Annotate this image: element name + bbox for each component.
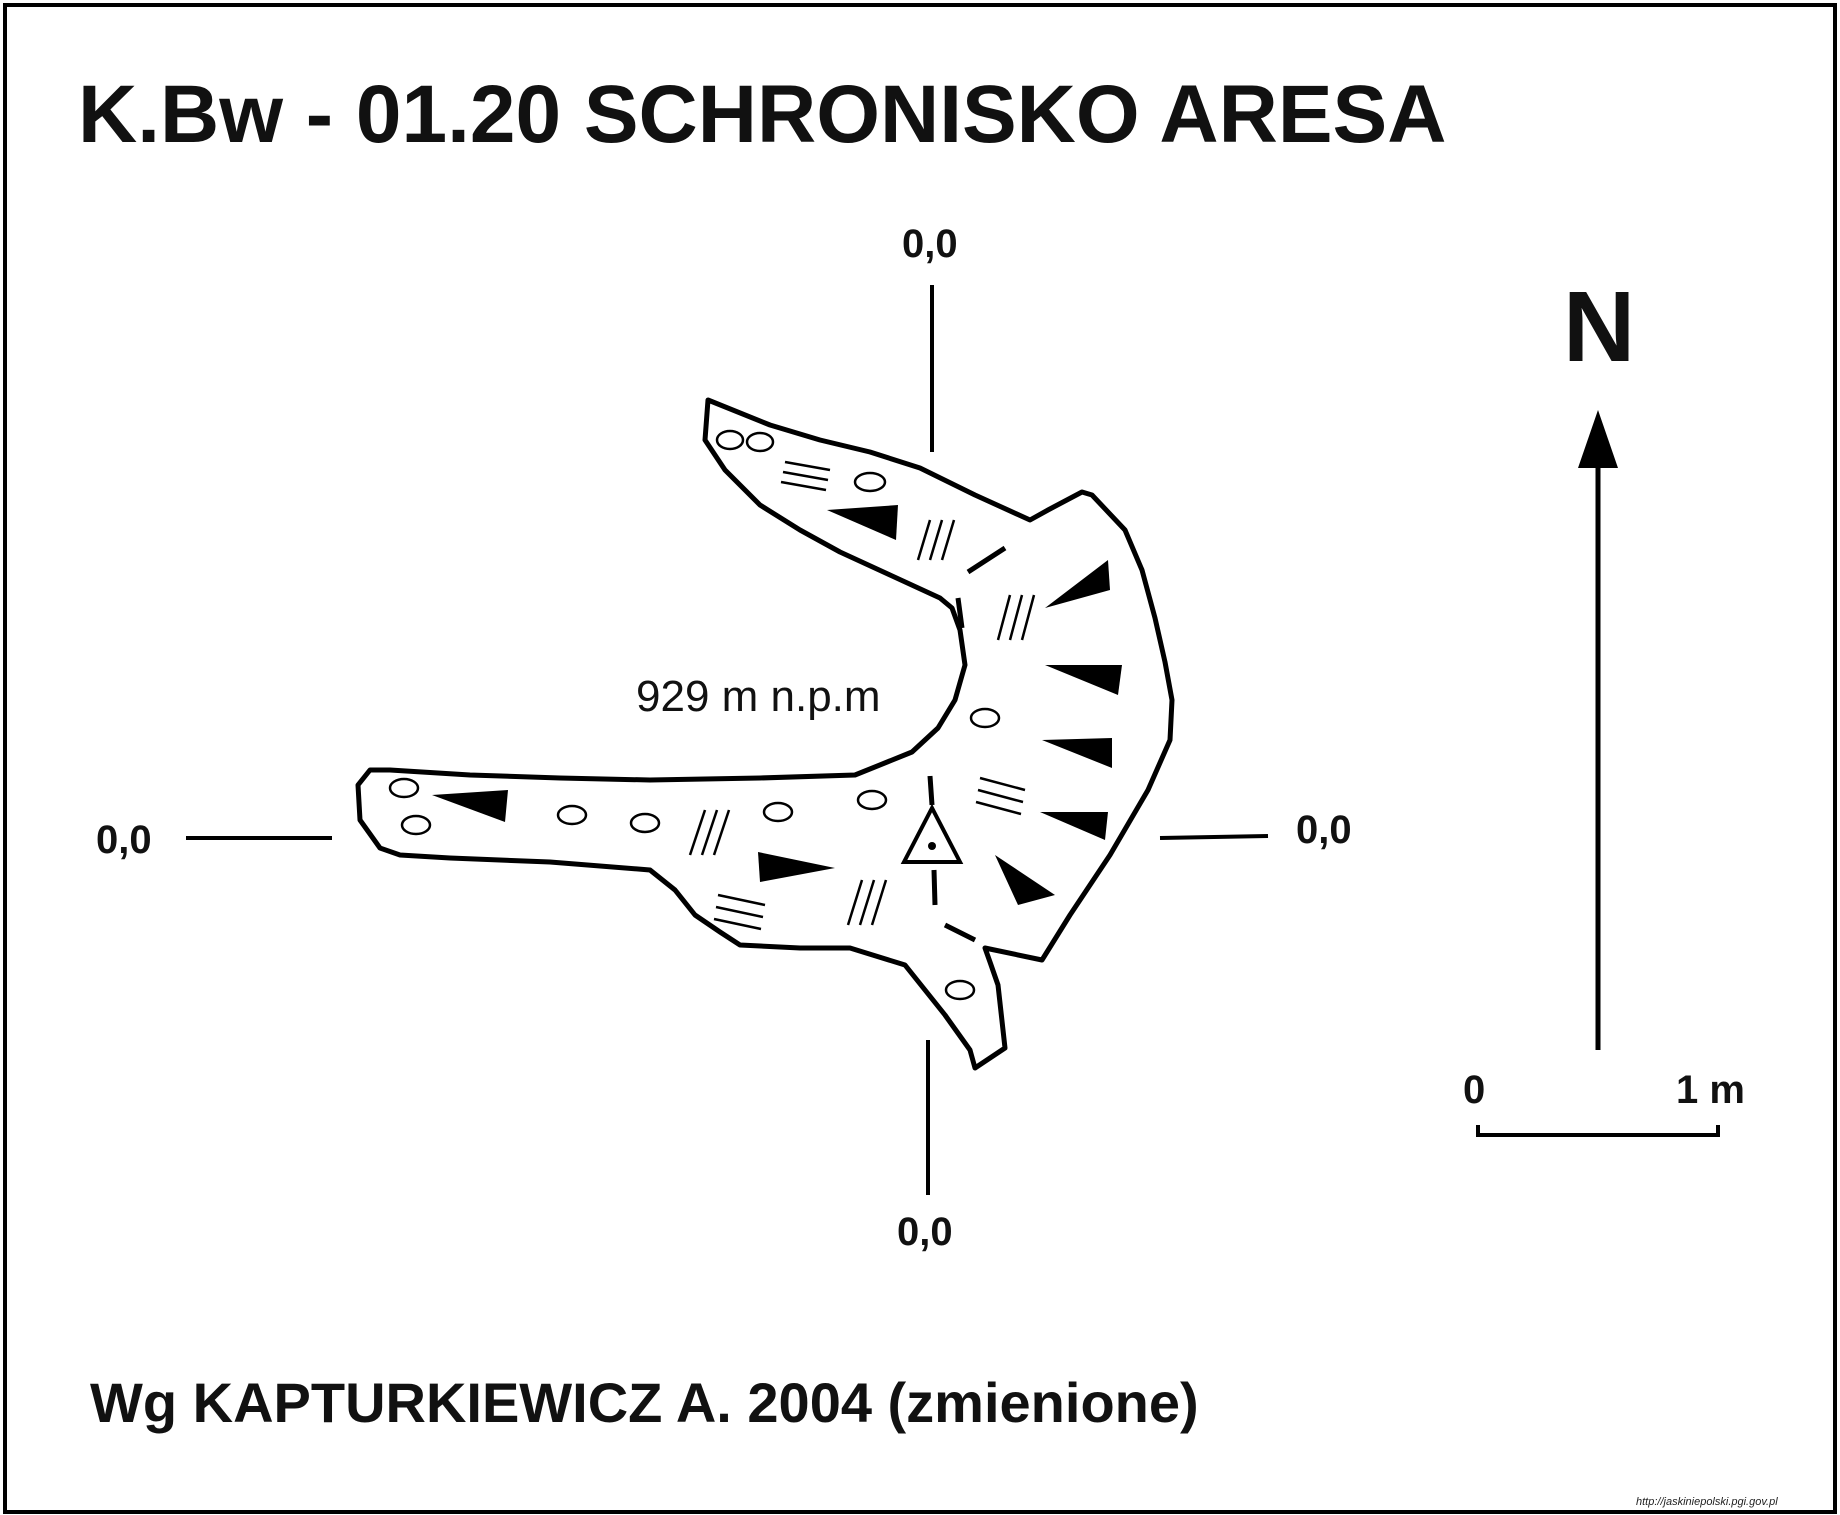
section-label-right: 0,0	[1296, 808, 1352, 852]
survey-point-dot	[928, 842, 936, 850]
section-label-bottom: 0,0	[897, 1210, 953, 1254]
scale-start-label: 0	[1463, 1068, 1486, 1112]
section-label-left: 0,0	[96, 818, 152, 862]
scale-end-label: 1 m	[1676, 1068, 1745, 1112]
survey-point-icon	[900, 803, 964, 864]
slope-arrows	[432, 505, 1122, 905]
north-label: N	[1563, 271, 1636, 383]
elevation-label: 929 m n.p.m	[636, 672, 881, 721]
map-frame	[3, 3, 1837, 1514]
page-title: K.Bw - 01.20 SCHRONISKO ARESA	[78, 69, 1447, 160]
drip-line	[927, 545, 1007, 943]
section-line-right	[1159, 834, 1269, 840]
north-arrow-icon	[1578, 410, 1618, 468]
section-label-top: 0,0	[902, 222, 958, 266]
credit-line: Wg KAPTURKIEWICZ A. 2004 (zmienione)	[90, 1371, 1199, 1434]
scale-bar	[1476, 1125, 1720, 1137]
hatch-symbols	[688, 460, 1036, 931]
rubble-symbols	[388, 429, 1001, 1001]
source-url: http://jaskiniepolski.pgi.gov.pl	[1636, 1496, 1778, 1508]
cave-outline	[355, 397, 1175, 1071]
